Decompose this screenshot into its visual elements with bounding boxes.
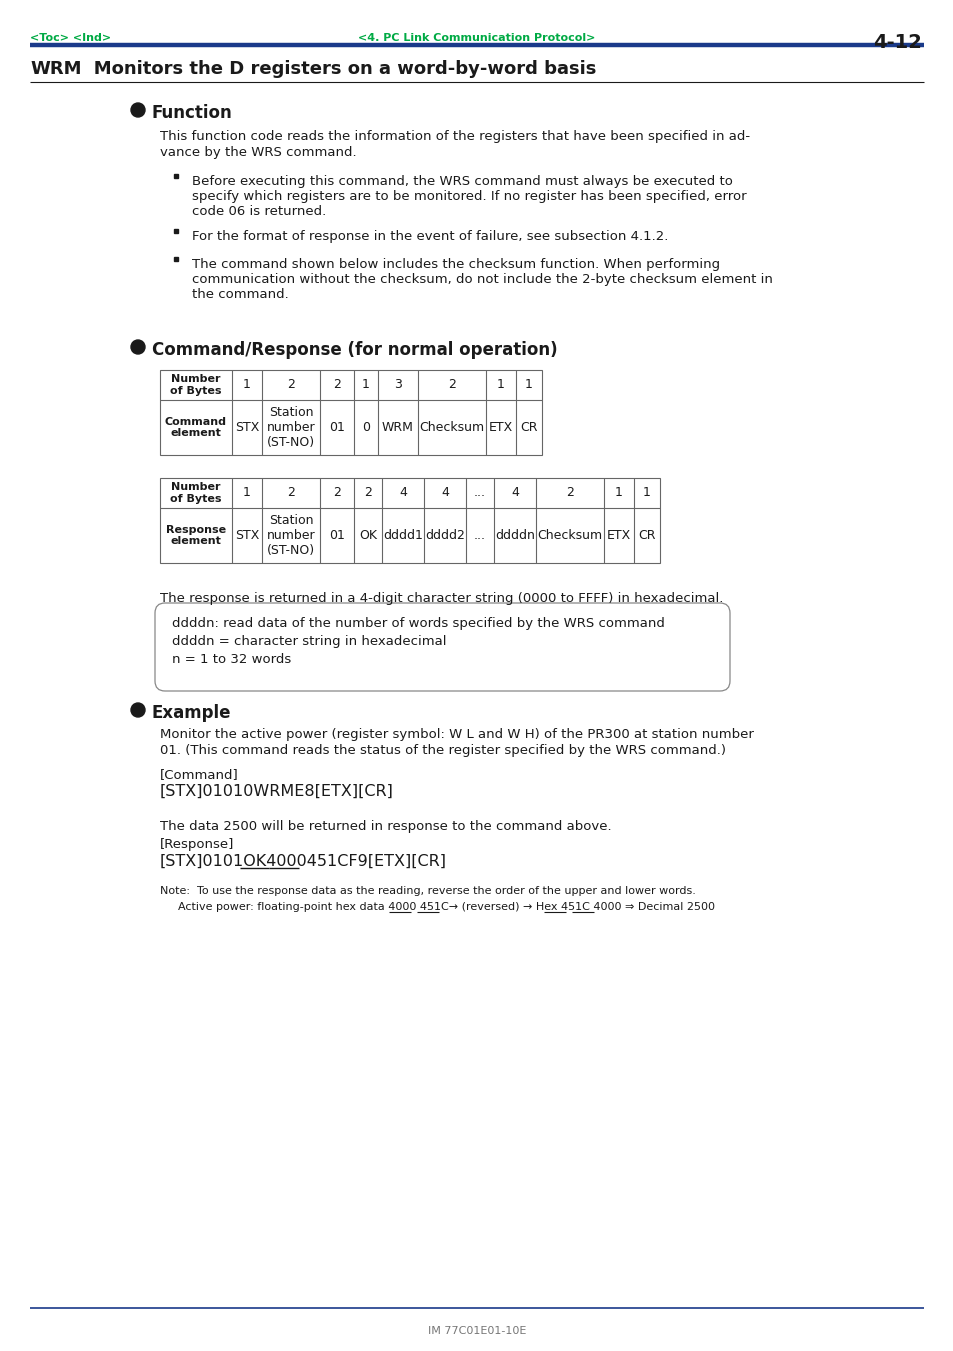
Text: Active power: floating-point hex data 4000 451C→ (reversed) → Hex 451C 4000 ⇒ De: Active power: floating-point hex data 40… [178,902,714,912]
Text: Note:  To use the response data as the reading, reverse the order of the upper a: Note: To use the response data as the re… [160,886,695,896]
Text: 1: 1 [642,486,650,500]
Text: WRM: WRM [381,422,414,434]
Text: STX: STX [234,422,259,434]
Text: [Response]: [Response] [160,838,234,851]
Text: This function code reads the information of the registers that have been specifi: This function code reads the information… [160,130,749,143]
Circle shape [131,103,145,118]
Text: [STX]0101OK4000451CF9[ETX][CR]: [STX]0101OK4000451CF9[ETX][CR] [160,854,447,869]
Text: For the format of response in the event of failure, see subsection 4.1.2.: For the format of response in the event … [192,230,668,243]
Text: 2: 2 [565,486,574,500]
Text: Command/Response (for normal operation): Command/Response (for normal operation) [152,340,558,359]
Bar [160,370,541,455]
Text: The command shown below includes the checksum function. When performing
communic: The command shown below includes the che… [192,258,772,301]
Text: Station
number
(ST-NO): Station number (ST-NO) [267,407,315,449]
Text: IM 77C01E01-10E: IM 77C01E01-10E [427,1325,526,1336]
Text: 2: 2 [287,486,294,500]
Text: dddd1: dddd1 [383,530,422,542]
Text: 1: 1 [497,378,504,392]
Text: 01: 01 [329,422,345,434]
FancyBboxPatch shape [154,603,729,690]
Text: 1: 1 [243,378,251,392]
Text: 0: 0 [361,422,370,434]
Text: The response is returned in a 4-digit character string (0000 to FFFF) in hexadec: The response is returned in a 4-digit ch… [160,592,722,605]
Text: WRM: WRM [30,59,81,78]
Text: 3: 3 [394,378,401,392]
Text: dddd2: dddd2 [425,530,464,542]
Text: STX: STX [234,530,259,542]
Text: 2: 2 [287,378,294,392]
Text: CR: CR [638,530,655,542]
Text: 4: 4 [398,486,407,500]
Text: Before executing this command, the WRS command must always be executed to
specif: Before executing this command, the WRS c… [192,176,746,218]
Text: 4: 4 [440,486,449,500]
Text: Checksum: Checksum [419,422,484,434]
Text: OK: OK [358,530,376,542]
Text: 1: 1 [362,378,370,392]
Circle shape [131,340,145,354]
Text: 01: 01 [329,530,345,542]
Text: Number
of Bytes: Number of Bytes [170,374,221,396]
Text: 2: 2 [448,378,456,392]
Text: ETX: ETX [488,422,513,434]
Text: ddddn: read data of the number of words specified by the WRS command: ddddn: read data of the number of words … [172,617,664,630]
Text: Monitor the active power (register symbol: W L and W H) of the PR300 at station : Monitor the active power (register symbo… [160,728,753,740]
Text: The data 2500 will be returned in response to the command above.: The data 2500 will be returned in respon… [160,820,611,834]
Text: Number
of Bytes: Number of Bytes [170,482,221,504]
Text: Command
element: Command element [165,416,227,438]
Text: 2: 2 [333,378,340,392]
Text: ...: ... [474,486,485,500]
Text: 2: 2 [364,486,372,500]
Text: vance by the WRS command.: vance by the WRS command. [160,146,356,159]
Text: 01. (This command reads the status of the register specified by the WRS command.: 01. (This command reads the status of th… [160,744,725,757]
Text: 1: 1 [524,378,533,392]
Text: 1: 1 [615,486,622,500]
Text: 1: 1 [243,486,251,500]
Text: 4-12: 4-12 [872,32,921,51]
Text: n = 1 to 32 words: n = 1 to 32 words [172,653,291,666]
Text: Monitors the D registers on a word-by-word basis: Monitors the D registers on a word-by-wo… [75,59,596,78]
Text: <Toc> <Ind>: <Toc> <Ind> [30,32,111,43]
Circle shape [131,703,145,717]
Text: ETX: ETX [606,530,631,542]
Bar [160,478,659,563]
Text: CR: CR [519,422,537,434]
Text: Station
number
(ST-NO): Station number (ST-NO) [267,513,315,557]
Text: 4: 4 [511,486,518,500]
Text: ddddn = character string in hexadecimal: ddddn = character string in hexadecimal [172,635,446,648]
Text: [Command]: [Command] [160,767,238,781]
Text: ...: ... [474,530,485,542]
Text: Response
element: Response element [166,524,226,546]
Text: ddddn: ddddn [495,530,535,542]
Text: 2: 2 [333,486,340,500]
Text: Checksum: Checksum [537,530,602,542]
Text: Example: Example [152,704,232,721]
Text: <4. PC Link Communication Protocol>: <4. PC Link Communication Protocol> [358,32,595,43]
Text: [STX]01010WRME8[ETX][CR]: [STX]01010WRME8[ETX][CR] [160,784,394,798]
Text: Function: Function [152,104,233,122]
